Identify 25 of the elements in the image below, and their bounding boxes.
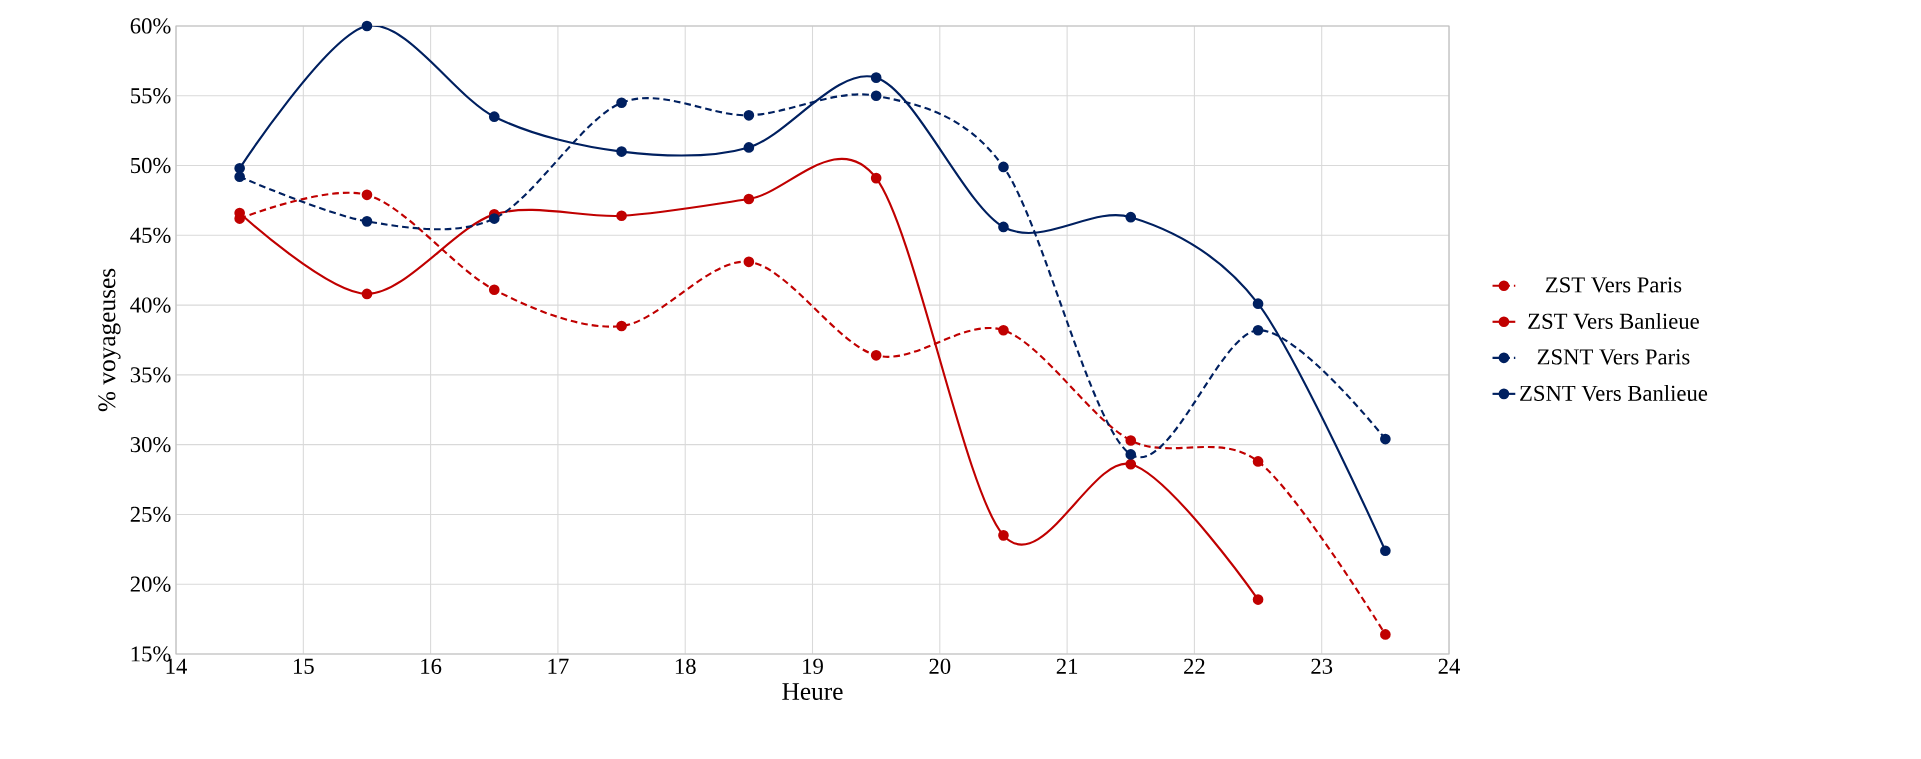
x-tick-label: 19: [803, 658, 823, 674]
y-tick-label: 25%: [130, 506, 171, 523]
y-tick-label: 60%: [130, 18, 171, 34]
y-tick-label: 30%: [130, 436, 171, 453]
x-tick-label: 16: [421, 658, 442, 674]
x-tick-label: 18: [675, 658, 696, 674]
x-tick-label: 21: [1056, 658, 1078, 674]
y-tick-label: 45%: [130, 227, 171, 243]
x-tick-label: 15: [293, 658, 314, 674]
y-tick-label: 55%: [131, 88, 171, 104]
y-axis-title: % voyageuses: [98, 268, 121, 412]
x-tick-label: 24: [1438, 658, 1460, 674]
x-tick-label: 20: [929, 658, 951, 674]
x-tick-label: 23: [1311, 658, 1333, 674]
x-axis-title: Heure: [782, 683, 843, 700]
legend-label: ZSNT Vers Paris: [1537, 349, 1690, 365]
legend-label: ZST Vers Paris: [1545, 277, 1682, 293]
y-tick-label: 40%: [130, 297, 171, 313]
x-tick-label: 17: [548, 658, 569, 674]
x-tick-label: 22: [1184, 658, 1205, 674]
y-tick-label: 20%: [130, 576, 171, 592]
legend-label: ZST Vers Banlieue: [1528, 312, 1699, 329]
y-tick-label: 35%: [130, 367, 171, 383]
legend-label: ZSNT Vers Banlieue: [1520, 385, 1708, 402]
y-tick-label: 50%: [131, 157, 171, 174]
